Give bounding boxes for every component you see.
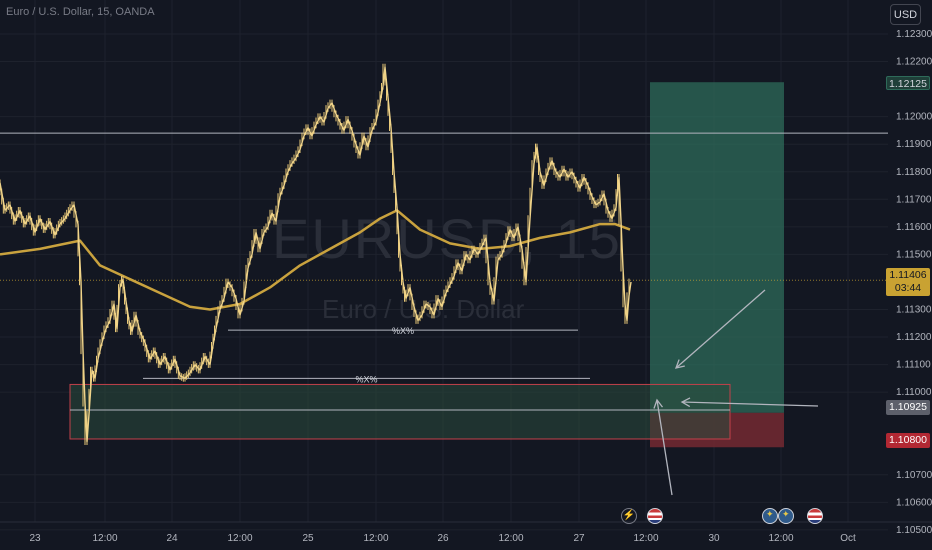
time-tick-label: 12:00 (633, 533, 658, 544)
watermark-layer: EURUSD, 15 Euro / U.S. Dollar (272, 207, 622, 324)
demand-zone (69, 383, 731, 440)
moving-average-layer (0, 209, 631, 311)
time-tick-label: 30 (708, 533, 720, 544)
price-tick-label: 1.12300 (896, 29, 932, 40)
bar-countdown: 03:44 (894, 282, 922, 294)
last-price-value: 1.11406 (889, 269, 927, 281)
price-tick-label: 1.11000 (896, 387, 932, 398)
moving-average-line (0, 209, 631, 311)
demand-zone-box (69, 383, 731, 440)
us-flag-icon[interactable] (807, 508, 823, 524)
arrow-line (675, 289, 766, 369)
price-tick-label: 1.11500 (896, 249, 932, 260)
price-series-layer (0, 63, 888, 446)
price-tick-label: 1.11800 (896, 167, 932, 178)
price-tick-label: 1.11100 (896, 360, 931, 371)
arrow-line (656, 399, 673, 496)
time-tick-label: 12:00 (227, 533, 252, 544)
last-price-label: 1.11406 03:44 (886, 268, 930, 296)
time-tick-label: Oct (840, 533, 856, 544)
long-position-tool (650, 82, 784, 448)
target-price-label: 1.12125 (886, 76, 930, 90)
arrow-head (653, 398, 664, 409)
price-tick-label: 1.10600 (896, 497, 932, 508)
price-tick-label: 1.12000 (896, 112, 932, 123)
price-line (0, 66, 632, 443)
time-tick-label: 26 (437, 533, 449, 544)
time-tick-label: 12:00 (92, 533, 117, 544)
horizontal-line-label: %X% (392, 326, 414, 336)
price-tick-label: 1.12200 (896, 57, 932, 68)
arrow-head (680, 397, 691, 408)
watermark-symbol: EURUSD, 15 (272, 207, 622, 270)
time-tick-label: 12:00 (768, 533, 793, 544)
time-tick-label: 23 (29, 533, 41, 544)
price-tick-label: 1.11600 (896, 222, 932, 233)
stop-price-label: 1.10800 (886, 433, 930, 448)
time-tick-label: 12:00 (363, 533, 388, 544)
eu-flag-icon[interactable] (762, 508, 778, 524)
symbol-title: Euro / U.S. Dollar, 15, OANDA (6, 6, 155, 18)
flash-icon[interactable]: ⚡ (621, 508, 637, 524)
price-tick-label: 1.10700 (896, 470, 932, 481)
currency-button[interactable]: USD (890, 4, 921, 25)
time-tick-label: 27 (573, 533, 585, 544)
price-tick-label: 1.11700 (896, 194, 932, 205)
watermark-name: Euro / U.S. Dollar (322, 294, 525, 324)
eu-flag-icon[interactable] (778, 508, 794, 524)
horizontal-line-label: %X% (355, 374, 377, 384)
position-target-area (650, 82, 784, 413)
arrow-drawings (653, 289, 819, 496)
price-tick-label: 1.11900 (896, 139, 932, 150)
time-tick-label: 12:00 (498, 533, 523, 544)
entry-price-label: 1.10925 (886, 400, 930, 415)
time-tick-label: 25 (302, 533, 314, 544)
price-tick-label: 1.11300 (896, 305, 932, 316)
price-tick-label: 1.11200 (896, 332, 932, 343)
price-tick-label: 1.10500 (896, 525, 932, 536)
horizontal-lines: %X% %X% (0, 132, 888, 384)
arrow-line (681, 401, 819, 407)
us-flag-icon[interactable] (647, 508, 663, 524)
time-tick-label: 24 (166, 533, 178, 544)
arrow-head (674, 359, 685, 369)
